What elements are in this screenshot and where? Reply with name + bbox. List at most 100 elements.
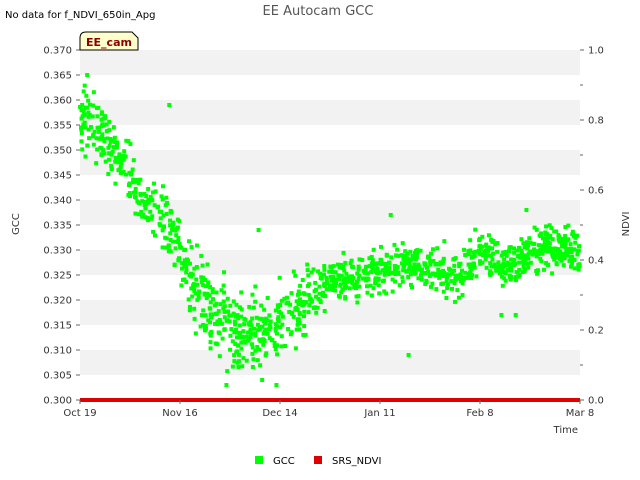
gcc-point: [180, 277, 185, 282]
gcc-point: [121, 169, 126, 174]
chart-title: EE Autocam GCC: [263, 4, 374, 19]
gcc-point: [305, 262, 310, 267]
gcc-point: [178, 244, 183, 249]
gcc-point: [184, 270, 189, 275]
gcc-point: [367, 264, 372, 269]
gcc-point: [383, 264, 388, 269]
gcc-point: [556, 247, 561, 252]
gcc-point: [532, 247, 537, 252]
gcc-point: [499, 313, 504, 317]
gcc-point: [491, 251, 496, 256]
gcc-point: [202, 326, 207, 331]
gcc-point: [104, 122, 109, 127]
gcc-point: [449, 286, 454, 291]
gcc-point: [208, 320, 213, 325]
gcc-point: [138, 177, 143, 182]
y-tick-label-left: 0.320: [43, 296, 72, 307]
gcc-point: [337, 276, 342, 281]
gcc-point: [457, 276, 462, 281]
gcc-point: [195, 297, 200, 302]
gcc-point: [430, 281, 435, 286]
gcc-point: [400, 241, 405, 246]
gcc-point: [336, 273, 341, 278]
gcc-point: [499, 269, 504, 274]
gcc-point: [544, 224, 549, 229]
gcc-point: [363, 267, 368, 272]
gcc-point: [369, 270, 374, 275]
gcc-point: [572, 258, 577, 263]
gcc-point: [256, 228, 261, 232]
gcc-point: [272, 340, 277, 345]
gcc-point: [133, 186, 138, 191]
gcc-point: [379, 261, 384, 266]
gcc-point: [221, 283, 226, 288]
gcc-point: [210, 290, 215, 295]
gcc-point: [489, 271, 494, 276]
gcc-point: [252, 326, 257, 331]
gcc-point: [322, 282, 327, 287]
gcc-point: [519, 248, 524, 253]
gcc-point: [445, 275, 450, 280]
gcc-point: [540, 243, 545, 248]
gcc-point: [224, 383, 229, 387]
gcc-point: [564, 251, 569, 256]
gcc-point: [138, 192, 143, 197]
gcc-point: [161, 213, 166, 218]
gcc-point: [328, 283, 333, 288]
gcc-point: [508, 268, 513, 273]
gcc-point: [204, 284, 209, 289]
gcc-point: [102, 139, 107, 144]
gcc-point: [193, 291, 198, 296]
gcc-point: [274, 331, 279, 336]
gcc-point: [119, 158, 124, 163]
gcc-point: [153, 189, 158, 194]
gcc-point: [554, 229, 559, 234]
gcc-point: [267, 336, 272, 341]
gcc-point: [143, 206, 148, 211]
gcc-point: [428, 262, 433, 267]
gcc-point: [107, 143, 112, 148]
gcc-point: [182, 264, 187, 269]
gcc-point: [382, 272, 387, 277]
site-tag-box: [79, 31, 139, 51]
gcc-point: [435, 246, 440, 251]
gcc-point: [419, 271, 424, 276]
gcc-point: [546, 241, 551, 246]
gcc-point: [208, 300, 213, 305]
y-tick-label-left: 0.360: [43, 96, 72, 107]
gcc-point: [218, 302, 223, 307]
gcc-point: [127, 193, 132, 198]
gcc-point: [80, 114, 85, 119]
gcc-point: [288, 302, 293, 307]
gcc-point: [302, 309, 307, 314]
gcc-point: [235, 360, 240, 365]
gcc-point: [577, 262, 582, 267]
gcc-point: [149, 216, 154, 221]
gcc-point: [142, 200, 147, 205]
gcc-point: [434, 287, 439, 292]
gcc-point: [84, 105, 89, 110]
gcc-point: [151, 190, 156, 195]
gcc-point: [131, 177, 136, 182]
plot-band: [80, 125, 580, 150]
gcc-point: [131, 190, 136, 195]
gcc-point: [437, 275, 442, 280]
gcc-point: [165, 201, 170, 206]
gcc-point: [477, 249, 482, 254]
gcc-point: [145, 215, 150, 220]
gcc-point: [80, 102, 85, 107]
gcc-point: [349, 258, 354, 263]
gcc-point: [112, 135, 117, 140]
gcc-point: [86, 127, 91, 132]
gcc-point: [445, 272, 450, 277]
gcc-point: [260, 324, 265, 329]
gcc-point: [337, 265, 342, 270]
gcc-point: [357, 284, 362, 289]
gcc-point: [370, 262, 375, 267]
gcc-point: [577, 244, 582, 249]
gcc-point: [228, 347, 233, 352]
gcc-point: [442, 270, 447, 275]
gcc-point: [502, 276, 507, 281]
gcc-point: [339, 273, 344, 278]
gcc-point: [405, 269, 410, 274]
